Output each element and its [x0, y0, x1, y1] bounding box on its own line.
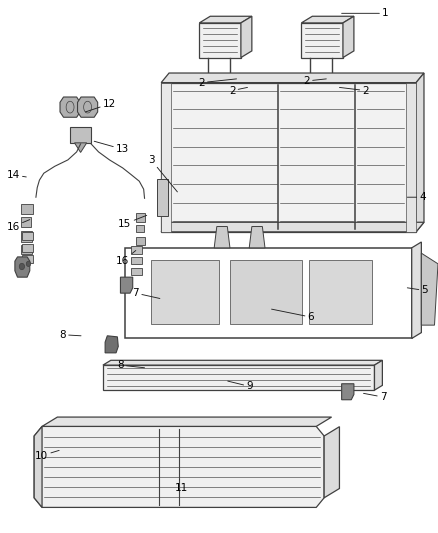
Text: 3: 3: [148, 155, 177, 192]
Polygon shape: [241, 16, 252, 58]
Text: 16: 16: [116, 251, 136, 266]
Text: 8: 8: [117, 360, 145, 370]
Polygon shape: [70, 127, 91, 143]
Circle shape: [19, 263, 25, 270]
Text: 8: 8: [59, 330, 81, 340]
Polygon shape: [105, 336, 118, 353]
Text: 2: 2: [339, 86, 369, 95]
Text: 9: 9: [228, 381, 253, 391]
Polygon shape: [21, 245, 32, 254]
Polygon shape: [151, 260, 219, 324]
Polygon shape: [342, 384, 354, 400]
Text: 7: 7: [132, 288, 160, 298]
Text: 16: 16: [7, 220, 30, 231]
Text: 11: 11: [175, 480, 188, 492]
Polygon shape: [161, 73, 424, 83]
Polygon shape: [21, 204, 33, 214]
Text: 2: 2: [229, 86, 247, 95]
Polygon shape: [34, 426, 324, 507]
Polygon shape: [421, 253, 438, 325]
Polygon shape: [120, 277, 133, 293]
Circle shape: [26, 261, 31, 266]
Polygon shape: [15, 257, 30, 277]
Text: 12: 12: [85, 99, 116, 112]
Polygon shape: [161, 83, 416, 232]
Text: 6: 6: [272, 309, 314, 322]
Polygon shape: [406, 83, 416, 232]
Polygon shape: [103, 365, 374, 390]
Polygon shape: [324, 426, 339, 498]
Polygon shape: [205, 77, 211, 83]
Text: 7: 7: [364, 392, 387, 402]
Polygon shape: [78, 97, 98, 117]
Text: 1: 1: [342, 9, 389, 18]
Polygon shape: [131, 257, 142, 264]
Polygon shape: [136, 225, 144, 232]
Polygon shape: [161, 222, 424, 232]
Polygon shape: [199, 16, 252, 23]
Text: 14: 14: [7, 170, 26, 180]
Polygon shape: [343, 16, 354, 58]
Text: 2: 2: [303, 76, 326, 86]
Polygon shape: [412, 242, 421, 338]
Polygon shape: [136, 213, 145, 222]
Polygon shape: [103, 360, 382, 365]
Polygon shape: [42, 417, 332, 426]
Text: 4: 4: [407, 192, 426, 202]
Polygon shape: [416, 73, 424, 232]
Polygon shape: [309, 260, 372, 324]
Polygon shape: [60, 97, 80, 117]
Polygon shape: [22, 232, 33, 240]
Polygon shape: [199, 23, 241, 58]
Text: 13: 13: [94, 141, 129, 154]
Polygon shape: [131, 246, 142, 254]
Polygon shape: [301, 23, 343, 58]
Polygon shape: [131, 268, 142, 275]
Polygon shape: [157, 179, 168, 216]
Polygon shape: [307, 77, 313, 83]
Text: 15: 15: [118, 215, 147, 229]
Polygon shape: [249, 227, 265, 248]
Polygon shape: [21, 217, 31, 227]
Text: 2: 2: [198, 78, 237, 87]
Polygon shape: [22, 244, 33, 252]
Polygon shape: [22, 255, 33, 263]
Polygon shape: [214, 227, 230, 248]
Polygon shape: [328, 77, 335, 83]
Text: 5: 5: [407, 286, 428, 295]
Polygon shape: [74, 143, 87, 152]
Polygon shape: [161, 83, 171, 232]
Polygon shape: [136, 237, 145, 245]
Text: 10: 10: [35, 450, 59, 461]
Polygon shape: [230, 260, 302, 324]
Polygon shape: [301, 16, 354, 23]
Polygon shape: [34, 426, 42, 507]
Polygon shape: [21, 231, 32, 242]
Polygon shape: [226, 77, 233, 83]
Polygon shape: [374, 360, 382, 390]
